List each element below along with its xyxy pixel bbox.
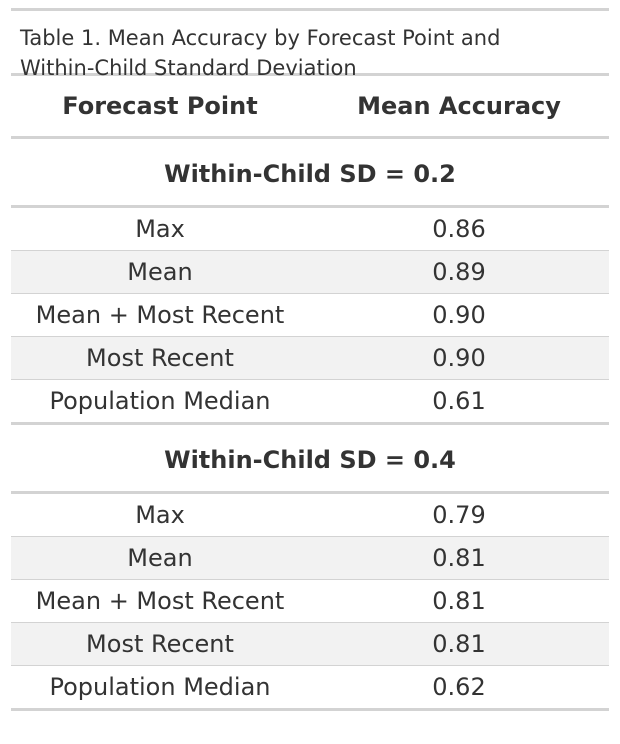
results-table: Table 1. Mean Accuracy by Forecast Point… bbox=[11, 8, 609, 711]
table-caption: Table 1. Mean Accuracy by Forecast Point… bbox=[11, 11, 609, 80]
cell-forecast-point: Max bbox=[135, 501, 185, 529]
cell-forecast-point: Mean + Most Recent bbox=[35, 301, 285, 329]
cell-forecast-point: Mean + Most Recent bbox=[35, 587, 285, 615]
cell-forecast-point: Most Recent bbox=[86, 630, 234, 658]
cell-forecast-point: Population Median bbox=[49, 387, 271, 415]
table-row: Max 0.86 bbox=[11, 208, 609, 251]
table-row: Most Recent 0.81 bbox=[11, 623, 609, 666]
cell-mean-accuracy: 0.81 bbox=[432, 630, 486, 658]
cell-mean-accuracy: 0.61 bbox=[432, 387, 486, 415]
caption-line-2: Within-Child Standard Deviation bbox=[20, 56, 357, 80]
caption-rule bbox=[11, 73, 609, 76]
cell-mean-accuracy: 0.90 bbox=[432, 344, 486, 372]
table-row: Mean + Most Recent 0.81 bbox=[11, 580, 609, 623]
cell-mean-accuracy: 0.79 bbox=[432, 501, 486, 529]
column-header-mean-accuracy: Mean Accuracy bbox=[357, 92, 561, 120]
cell-forecast-point: Most Recent bbox=[86, 344, 234, 372]
cell-forecast-point: Mean bbox=[127, 544, 193, 572]
cell-mean-accuracy: 0.90 bbox=[432, 301, 486, 329]
cell-forecast-point: Mean bbox=[127, 258, 193, 286]
group-header-sd-0-2: Within-Child SD = 0.2 bbox=[11, 139, 609, 208]
caption-line-1: Table 1. Mean Accuracy by Forecast Point… bbox=[20, 26, 501, 50]
table-row: Most Recent 0.90 bbox=[11, 337, 609, 380]
cell-forecast-point: Max bbox=[135, 215, 185, 243]
table-row: Population Median 0.61 bbox=[11, 380, 609, 425]
cell-mean-accuracy: 0.89 bbox=[432, 258, 486, 286]
table-row: Mean + Most Recent 0.90 bbox=[11, 294, 609, 337]
cell-mean-accuracy: 0.62 bbox=[432, 673, 486, 701]
column-header-forecast-point: Forecast Point bbox=[62, 92, 258, 120]
cell-mean-accuracy: 0.81 bbox=[432, 544, 486, 572]
cell-mean-accuracy: 0.81 bbox=[432, 587, 486, 615]
column-header-row: Forecast Point Mean Accuracy bbox=[11, 76, 609, 139]
table-row: Population Median 0.62 bbox=[11, 666, 609, 711]
table-row: Max 0.79 bbox=[11, 494, 609, 537]
cell-forecast-point: Population Median bbox=[49, 673, 271, 701]
table-row: Mean 0.89 bbox=[11, 251, 609, 294]
top-rule bbox=[11, 8, 609, 11]
table-row: Mean 0.81 bbox=[11, 537, 609, 580]
cell-mean-accuracy: 0.86 bbox=[432, 215, 486, 243]
group-header-sd-0-4: Within-Child SD = 0.4 bbox=[11, 425, 609, 494]
